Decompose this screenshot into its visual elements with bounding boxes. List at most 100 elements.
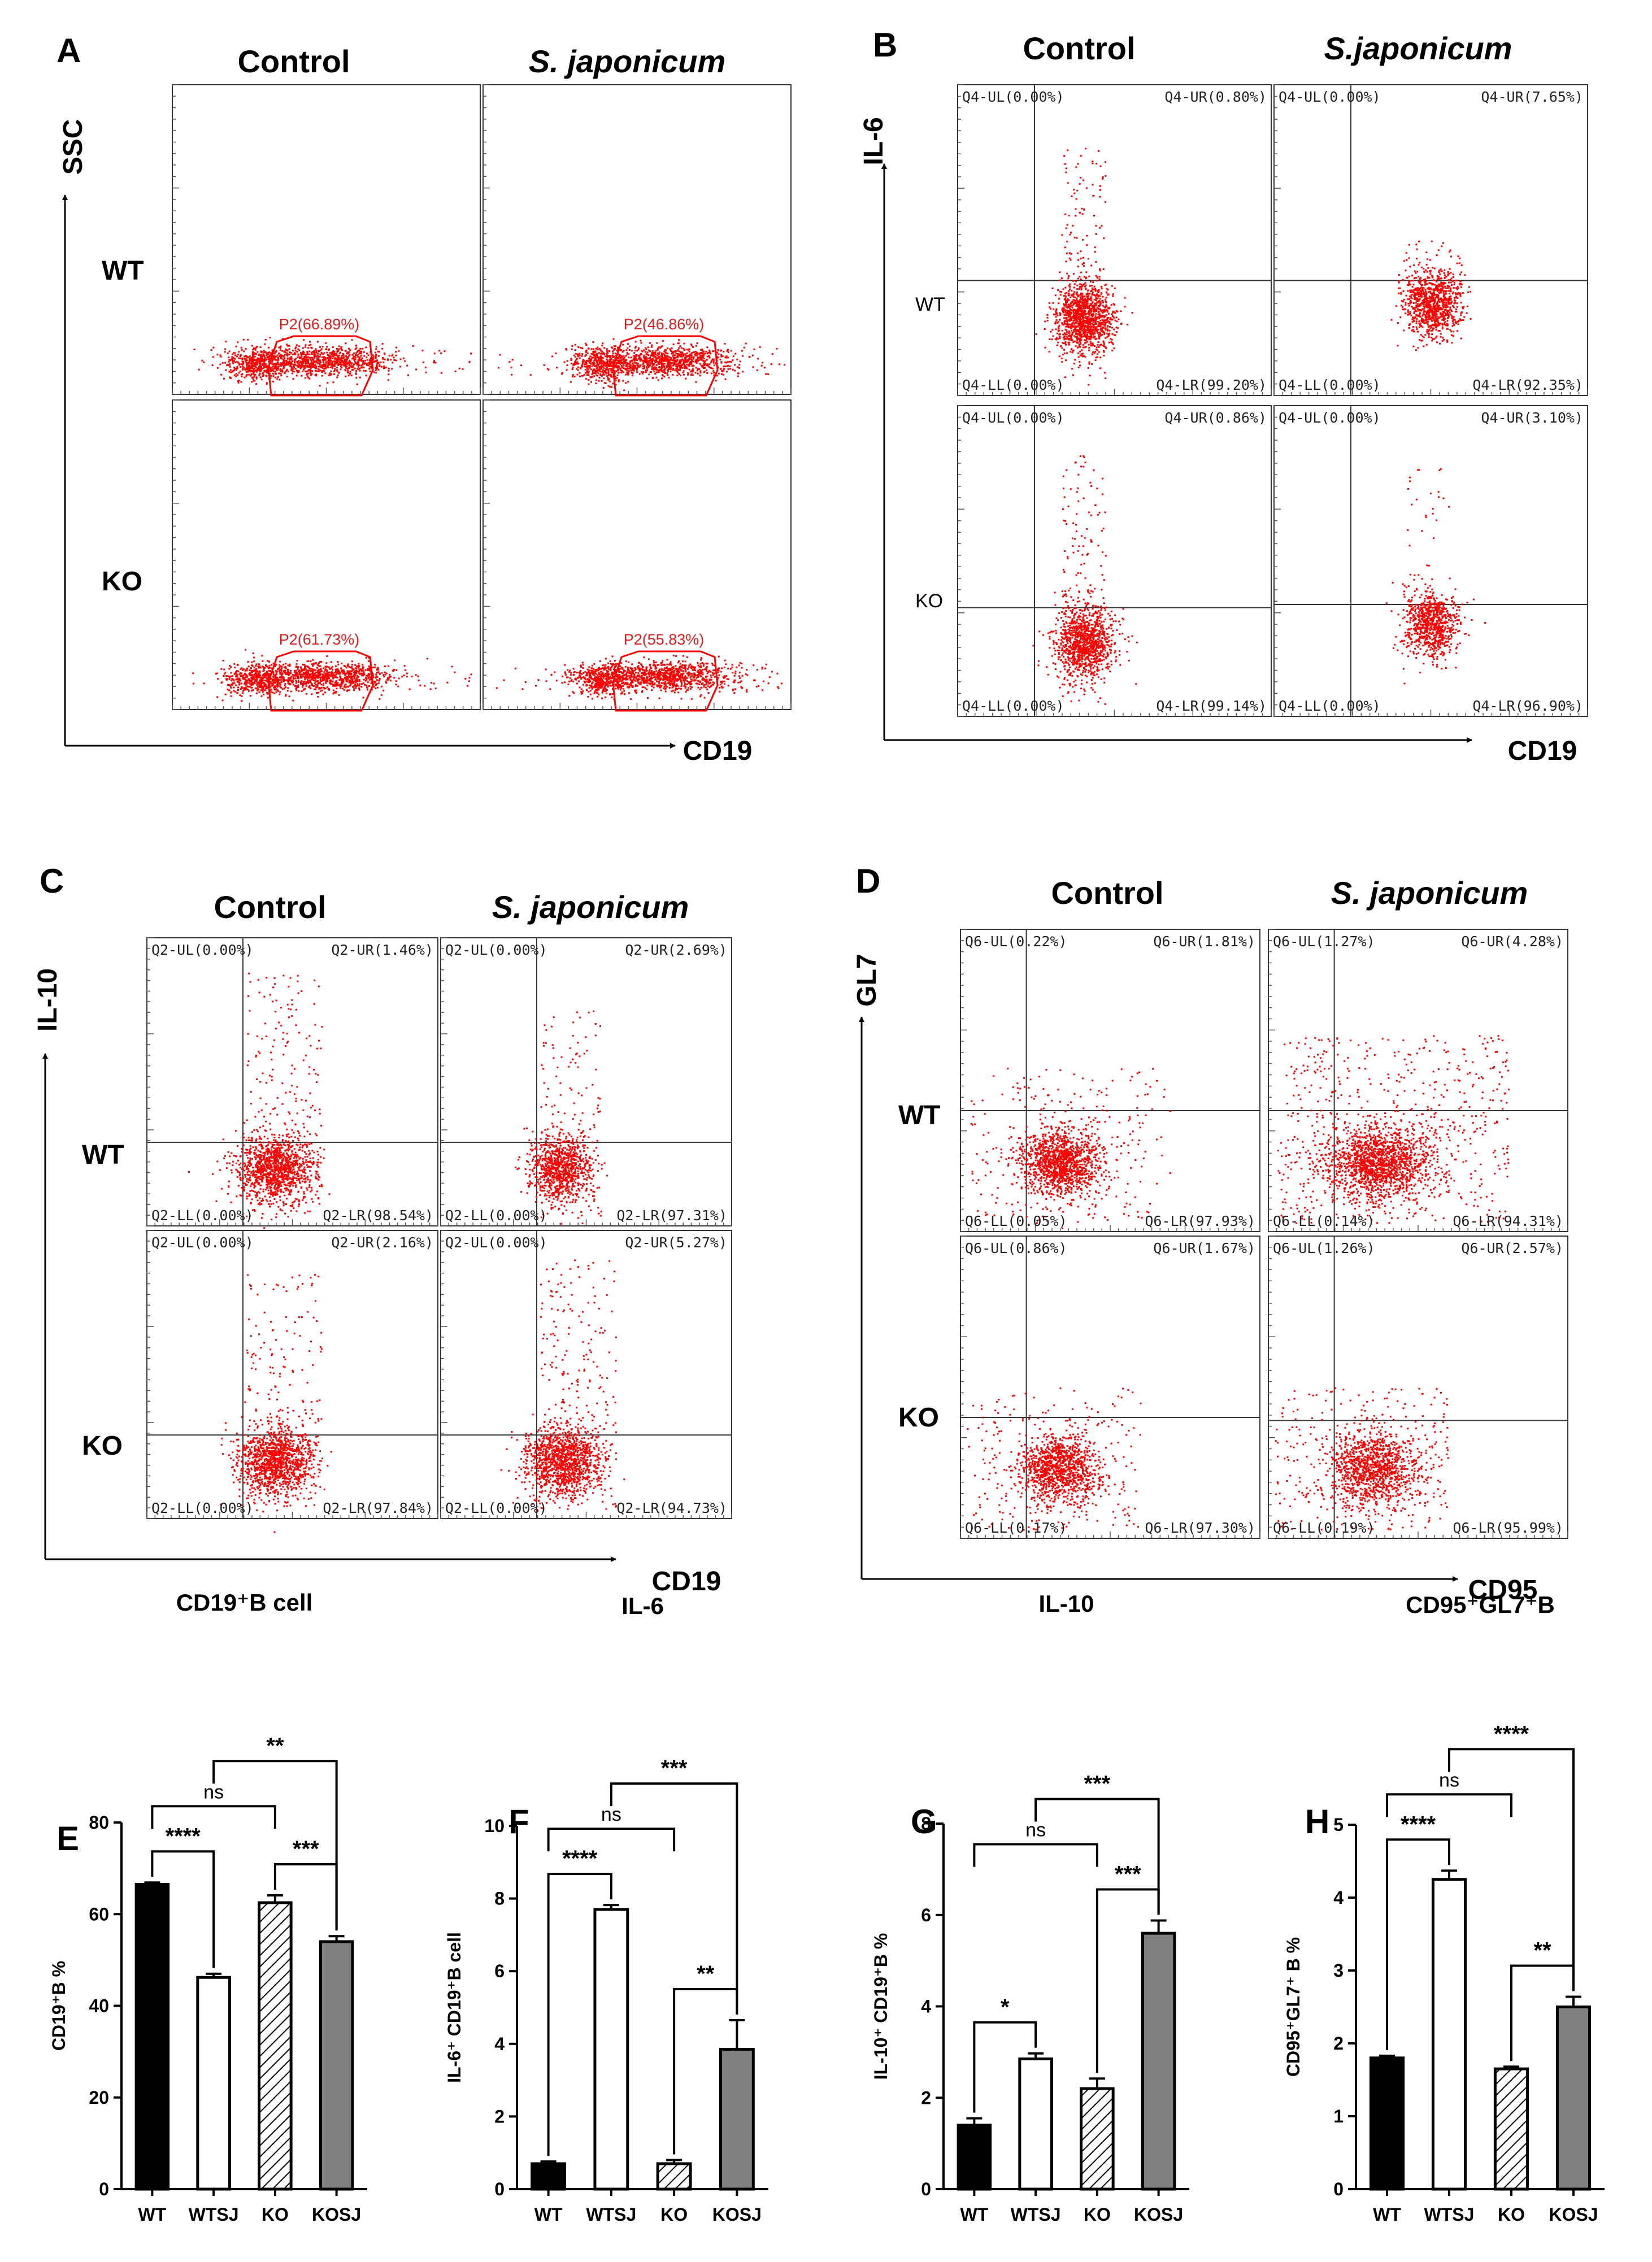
axis-ticks [146, 1230, 438, 1519]
significance-bracket [610, 1782, 738, 2013]
bar-ko [656, 2162, 692, 2191]
significance-bracket [212, 1760, 338, 1930]
significance-label: **** [1401, 1812, 1436, 1837]
plot-frame [1268, 929, 1568, 1232]
quadrant-label-lr: Q6-LR(95.99%) [1453, 1520, 1563, 1536]
scatter-dots [970, 1067, 1171, 1224]
plot-frame [1268, 1236, 1568, 1539]
plot-frame [482, 84, 792, 395]
quadrant-label-ul: Q6-UL(0.22%) [965, 933, 1067, 950]
panel-a-flow: A Control S. japonicum WT KO SSC CD19 P2… [56, 32, 792, 766]
y-axis-label: CD19⁺B % [49, 1961, 69, 2051]
dot-cloud [215, 649, 308, 702]
y-tick-label: 10 [484, 1816, 505, 1836]
col-title-control: Control [214, 889, 326, 925]
quadrant-label-lr: Q6-LR(97.30%) [1145, 1520, 1255, 1536]
flow-plots-c: Q2-UL(0.00%) Q2-UR(1.46%) Q2-LL(0.00%) Q2-L… [42, 937, 732, 1562]
quadrant-label-ul: Q2-UL(0.00%) [151, 1234, 254, 1251]
quadrant-label-ll: Q2-LL(0.00%) [151, 1500, 254, 1516]
significance-bracket [151, 1850, 215, 1968]
quadrant-label-ur: Q2-UR(2.16%) [331, 1234, 433, 1251]
flow-plots-d: Q6-UL(0.22%) Q6-UR(1.81%) Q6-LL(0.05%) Q6-L… [859, 929, 1568, 1582]
gate-label: P2(66.89%) [279, 316, 360, 333]
panel-letter-e: E [56, 1820, 79, 1858]
row-label-wt: WT [915, 294, 945, 315]
x-tick-label: WT [1373, 2204, 1401, 2225]
axis-ticks [960, 1236, 1260, 1539]
quadrant-label-ur: Q6-UR(2.57%) [1461, 1240, 1563, 1256]
quadrant-label-ul: Q2-UL(0.00%) [445, 942, 547, 958]
dot-cloud [1314, 1416, 1448, 1530]
plot-frame [960, 1236, 1260, 1539]
y-tick-label: 2 [1333, 2033, 1344, 2054]
scatter-dots [1275, 1387, 1449, 1530]
axis-ticks [482, 84, 792, 395]
scatter-dots [967, 1387, 1142, 1531]
x-tick-label: WTSJ [586, 2204, 636, 2225]
axis-ticks [1268, 929, 1568, 1232]
y-tick-label: 80 [89, 1812, 109, 1833]
y-axis-label-gl7: GL7 [852, 954, 882, 1006]
col-title-control: Control [1023, 31, 1135, 66]
chart-title: IL-10 [1038, 1590, 1094, 1617]
gate-label: P2(55.83%) [624, 631, 705, 648]
quadrant-label-ul: Q6-UL(1.27%) [1273, 933, 1375, 950]
bar-chart-f: F IL-6 0 2 4 6 8 10 IL-6⁺ CD19⁺B cell WT WTSJ KO KOS… [444, 1593, 768, 2225]
bar-wtsj [1018, 2057, 1053, 2191]
dot-cloud [220, 1399, 332, 1533]
plot-frame [440, 1230, 732, 1519]
y-tick-label: 6 [494, 1961, 505, 1981]
y-tick-label: 0 [99, 2179, 109, 2199]
quadrant-label-ur: Q2-UR(5.27%) [625, 1234, 727, 1251]
significance-bracket [1386, 1793, 1512, 1817]
y-tick-label: 40 [89, 1996, 109, 2016]
significance-bracket [1034, 1798, 1160, 1914]
y-axis-label: IL-6⁺ CD19⁺B cell [444, 1932, 464, 2083]
y-tick-label: 2 [921, 2087, 931, 2108]
x-tick-label: KOSJ [712, 2204, 762, 2225]
panel-letter-c: C [40, 862, 64, 900]
quadrant-label-ul: Q4-UL(0.00%) [1279, 410, 1381, 426]
y-axis-label: IL-10⁺ CD19⁺B % [871, 1933, 891, 2080]
bar-wtsj [196, 1976, 231, 2191]
bar-kosj [719, 2047, 755, 2191]
x-tick-label: WTSJ [1424, 2204, 1475, 2225]
row-label-ko: KO [898, 1403, 939, 1433]
plot-frame [172, 84, 481, 395]
quadrant-label-ll: Q2-LL(0.00%) [445, 1500, 547, 1516]
significance-label: * [1001, 1995, 1010, 2020]
y-tick-label: 4 [1333, 1887, 1344, 1908]
bar-wtsj [1431, 1878, 1467, 2191]
panel-letter-f: F [508, 1803, 529, 1841]
significance-label: ** [697, 1961, 715, 1986]
quadrant-label-lr: Q4-LR(99.20%) [1156, 377, 1267, 393]
dot-cloud [1032, 590, 1138, 692]
quadrant-label-ll: Q4-LL(0.00%) [962, 698, 1064, 714]
x-tick-label: WT [960, 2204, 989, 2225]
quadrant-label-ul: Q2-UL(0.00%) [151, 942, 254, 958]
y-tick-label: 0 [921, 2179, 931, 2199]
x-tick-label: KOSJ [1549, 2204, 1598, 2225]
quadrant-label-ll: Q6-LL(0.17%) [965, 1520, 1067, 1536]
quadrant-label-ur: Q6-UR(1.81%) [1153, 933, 1255, 950]
quadrant-label-lr: Q2-LR(98.54%) [323, 1207, 433, 1224]
axis-ticks [172, 84, 481, 395]
significance-bracket [973, 2021, 1037, 2113]
x-axis-label-cd19: CD19 [652, 1567, 721, 1597]
significance-label: ns [1439, 1769, 1459, 1791]
dot-cloud [515, 1118, 608, 1225]
x-tick-label: WT [534, 2204, 563, 2225]
significance-bracket [1386, 1838, 1450, 2050]
bar-ko [258, 1901, 293, 2191]
y-tick-label: 6 [921, 1905, 931, 1925]
panel-letter-h: H [1305, 1803, 1329, 1841]
quadrant-label-lr: Q2-LR(94.73%) [616, 1500, 727, 1516]
panel-letter-g: G [911, 1803, 937, 1841]
row-label-wt: WT [898, 1100, 941, 1130]
significance-bracket [151, 1805, 276, 1829]
y-tick-label: 3 [1333, 1960, 1344, 1981]
axis-ticks [960, 929, 1260, 1232]
significance-label: **** [166, 1824, 201, 1848]
flow-plots-a: P2(66.89%) P2(46.86%) P2(61.73%) P2(55.83%) [62, 84, 792, 749]
